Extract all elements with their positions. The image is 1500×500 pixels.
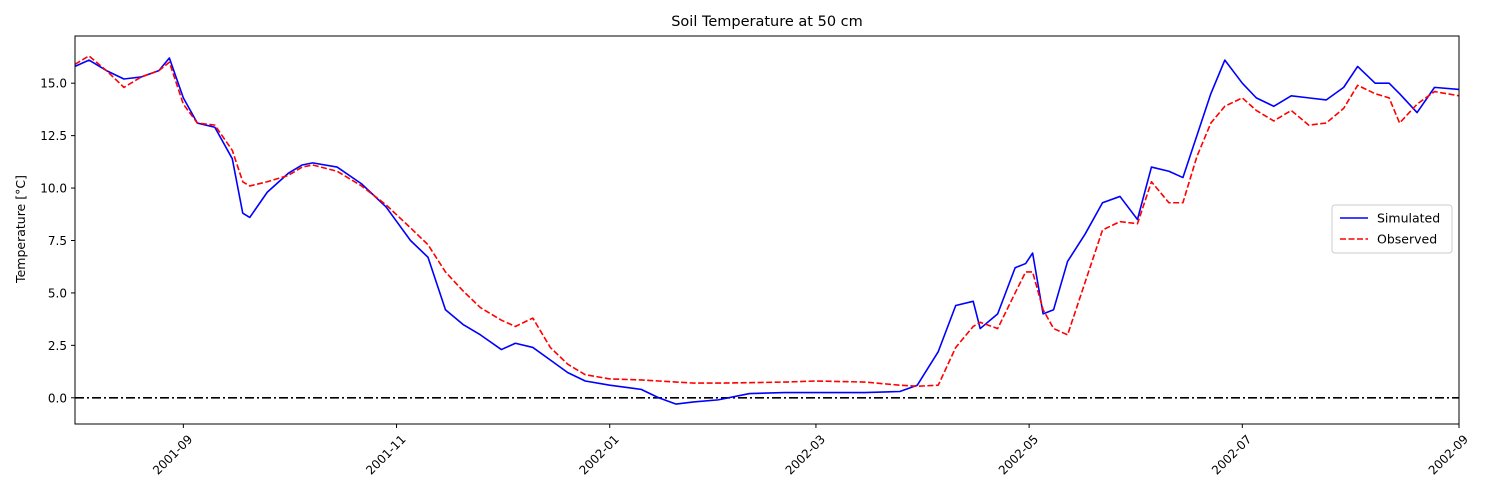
y-tick-label: 7.5: [48, 234, 67, 248]
plot-frame: [74, 35, 1460, 425]
legend-label-simulated: Simulated: [1377, 211, 1440, 226]
y-tick-label: 2.5: [48, 339, 67, 353]
x-tick-label: 2002-07: [1209, 432, 1254, 477]
y-tick-label: 10.0: [40, 182, 67, 196]
plot-area: [75, 55, 1459, 405]
series-line-simulated: [75, 57, 1459, 405]
x-tick-label: 2001-09: [150, 432, 195, 477]
legend-box: [1331, 204, 1453, 254]
y-tick-label: 15.0: [40, 77, 67, 91]
y-tick-label: 5.0: [48, 286, 67, 300]
chart-title: Soil Temperature at 50 cm: [671, 14, 863, 30]
x-tick-label: 2002-01: [576, 432, 621, 477]
x-tick-label: 2002-05: [996, 432, 1041, 477]
y-axis: 0.0 2.5 5.0 7.5 10.0 12.5 15.0: [40, 77, 75, 405]
x-tick-label: 2002-03: [783, 432, 828, 477]
y-tick-label: 12.5: [40, 129, 67, 143]
series-line-observed: [75, 55, 1459, 388]
y-axis-label: Temperature [°C]: [13, 175, 28, 284]
x-tick-label: 2002-09: [1426, 432, 1471, 477]
legend-label-observed: Observed: [1377, 232, 1437, 247]
y-tick-label: 0.0: [48, 391, 67, 405]
x-axis: 2001-09 2001-11 2002-01 2002-03 2002-05 2002-…: [150, 424, 1471, 478]
legend: Simulated Observed: [1331, 204, 1453, 254]
x-tick-label: 2001-11: [363, 432, 408, 477]
